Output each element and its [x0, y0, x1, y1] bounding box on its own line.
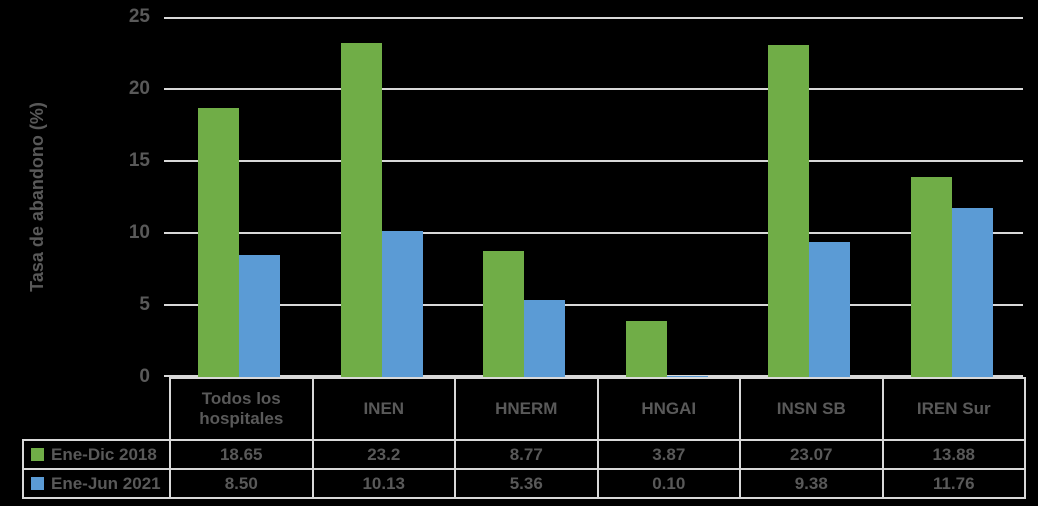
- y-axis-title: Tasa de abandono (%): [27, 102, 47, 292]
- gridline-5: [164, 304, 1023, 306]
- bar-ene-dic-2018-hnerm: [483, 251, 524, 377]
- legend-label-ene-jun-2021: Ene-Jun 2021: [51, 473, 161, 493]
- column-header-insn-sb: INSN SB: [739, 377, 884, 441]
- bar-ene-jun-2021-hngai: [667, 376, 708, 377]
- bar-ene-jun-2021-insn-sb: [809, 242, 850, 377]
- value-cell-ene-jun-2021-inen: 10.13: [311, 468, 456, 499]
- legend-swatch-ene-dic-2018-icon: [31, 448, 44, 461]
- table-corner-spacer: [23, 378, 170, 440]
- value-cell-ene-dic-2018-todos-los-hospitales: 18.65: [169, 439, 314, 470]
- y-tick-label-15: 15: [128, 150, 150, 171]
- value-cell-ene-jun-2021-todos-los-hospitales: 8.50: [169, 468, 314, 499]
- value-cell-ene-jun-2021-hnerm: 5.36: [454, 468, 599, 499]
- y-tick-label-25: 25: [128, 6, 150, 27]
- value-cell-ene-dic-2018-inen: 23.2: [311, 439, 456, 470]
- column-header-todos-los-hospitales: Todos los hospitales: [169, 377, 314, 441]
- table-header-row: Todos los hospitales INEN HNERM HNGAI INSN S…: [23, 377, 1026, 441]
- value-cell-ene-dic-2018-hngai: 3.87: [596, 439, 741, 470]
- bar-ene-dic-2018-todos-los-hospitales: [198, 108, 239, 377]
- column-header-hngai: HNGAI: [596, 377, 741, 441]
- y-tick-label-5: 5: [139, 294, 150, 315]
- bar-ene-jun-2021-iren-sur: [952, 208, 993, 377]
- value-cell-ene-jun-2021-iren-sur: 11.76: [881, 468, 1026, 499]
- legend-cell-ene-jun-2021: Ene-Jun 2021: [22, 468, 171, 499]
- bar-ene-dic-2018-inen: [341, 43, 382, 377]
- column-header-hnerm: HNERM: [454, 377, 599, 441]
- bar-ene-dic-2018-iren-sur: [911, 177, 952, 377]
- gridline-20: [164, 88, 1023, 90]
- value-cell-ene-jun-2021-insn-sb: 9.38: [739, 468, 884, 499]
- y-tick-label-20: 20: [128, 78, 150, 99]
- value-cell-ene-dic-2018-insn-sb: 23.07: [739, 439, 884, 470]
- y-tick-label-10: 10: [128, 222, 150, 243]
- legend-label-ene-dic-2018: Ene-Dic 2018: [51, 444, 157, 464]
- gridline-25: [164, 17, 1023, 19]
- plot-area: [164, 17, 1023, 377]
- bar-ene-jun-2021-todos-los-hospitales: [239, 255, 280, 377]
- value-cell-ene-jun-2021-hngai: 0.10: [596, 468, 741, 499]
- legend-swatch-ene-jun-2021-icon: [31, 477, 44, 490]
- bar-ene-dic-2018-insn-sb: [768, 45, 809, 377]
- bar-ene-jun-2021-hnerm: [524, 300, 565, 377]
- data-table-with-legend: Todos los hospitales INEN HNERM HNGAI INSN S…: [22, 377, 1026, 499]
- y-tick-label-0: 0: [139, 366, 150, 387]
- table-row-ene-dic-2018: Ene-Dic 2018 18.65 23.2 8.77 3.87 23.07 13.88: [22, 439, 1026, 470]
- bar-ene-dic-2018-hngai: [626, 321, 667, 377]
- table-body: Ene-Dic 2018 18.65 23.2 8.77 3.87 23.07 13.88 E…: [22, 439, 1026, 499]
- table-row-ene-jun-2021: Ene-Jun 2021 8.50 10.13 5.36 0.10 9.38 11.76: [22, 468, 1026, 499]
- value-cell-ene-dic-2018-iren-sur: 13.88: [881, 439, 1026, 470]
- gridline-0: [164, 375, 1023, 377]
- value-cell-ene-dic-2018-hnerm: 8.77: [454, 439, 599, 470]
- bar-ene-jun-2021-inen: [382, 231, 423, 377]
- column-header-iren-sur: IREN Sur: [881, 377, 1026, 441]
- gridline-15: [164, 160, 1023, 162]
- legend-cell-ene-dic-2018: Ene-Dic 2018: [22, 439, 171, 470]
- column-header-inen: INEN: [311, 377, 456, 441]
- gridline-10: [164, 232, 1023, 234]
